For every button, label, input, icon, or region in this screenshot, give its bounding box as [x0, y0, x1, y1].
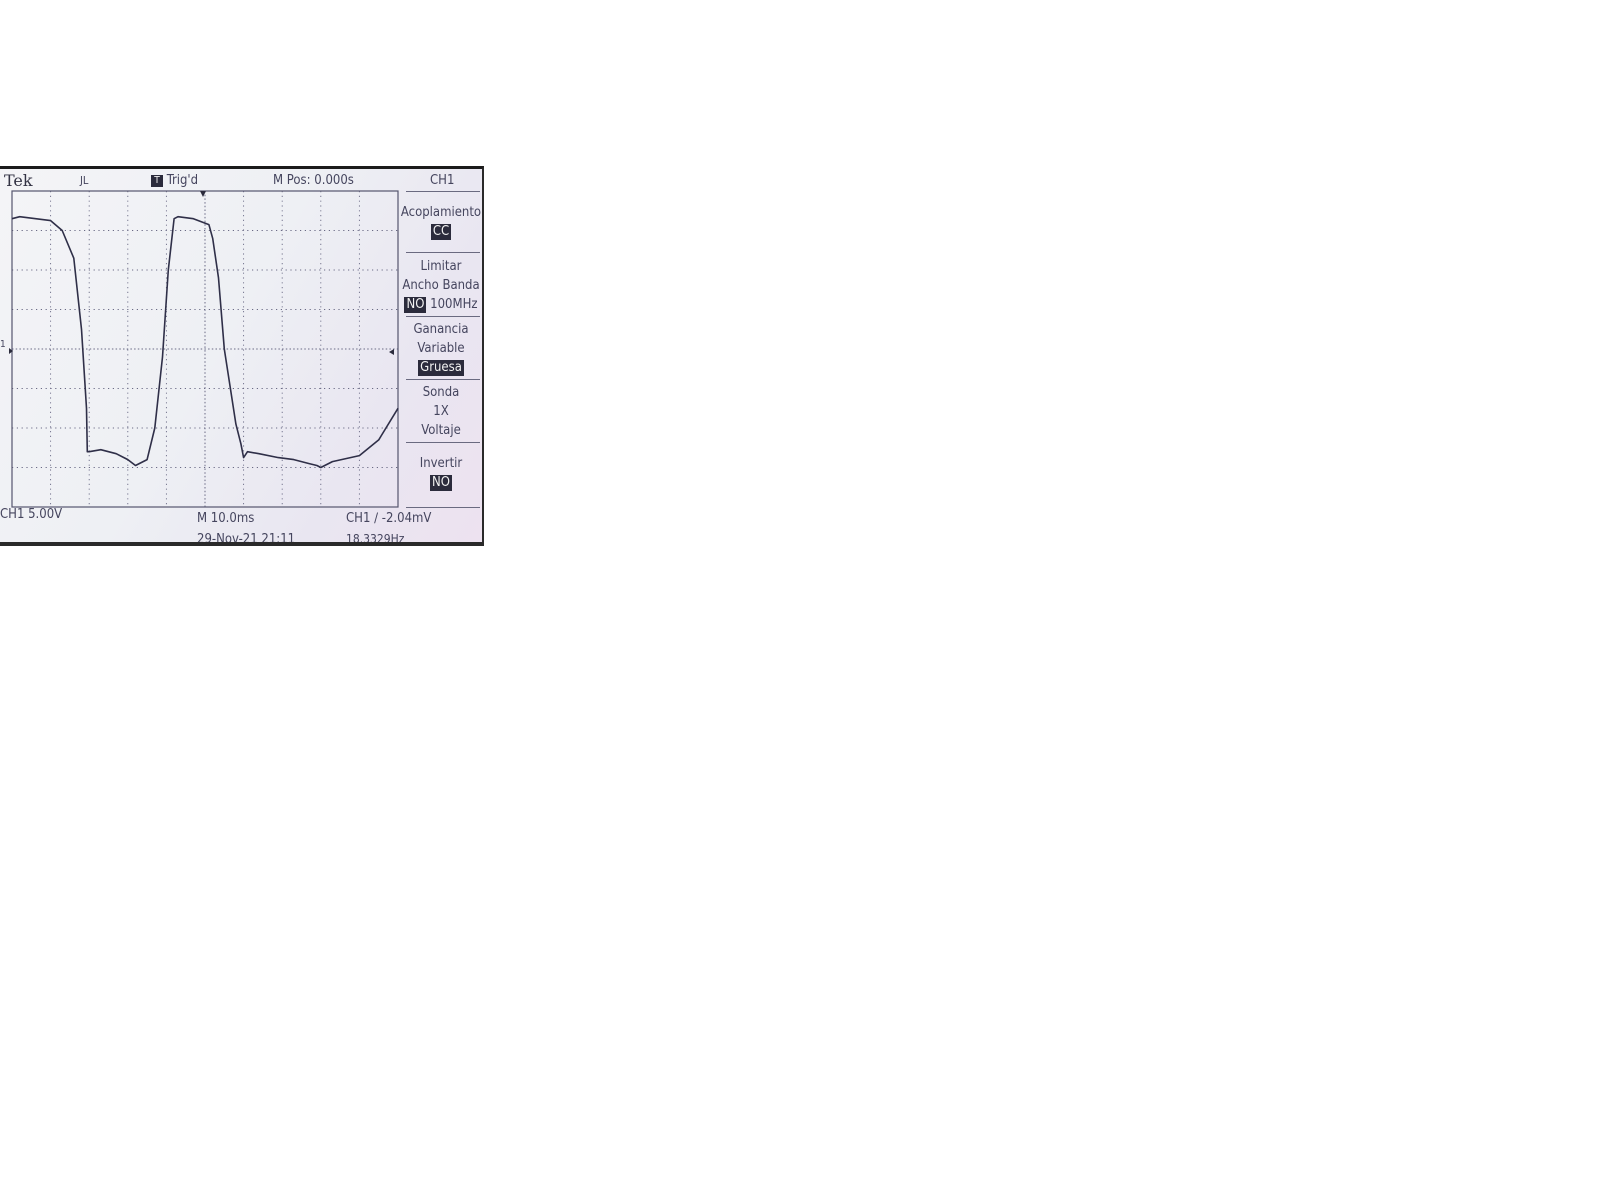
menu-bandwidth-button[interactable]: Limitar Ancho Banda NO 100MHz	[398, 257, 482, 314]
gain-value: Gruesa	[418, 360, 464, 376]
date-time-readout: 29-Nov-21 21:11	[197, 532, 296, 546]
probe-unit: Voltaje	[421, 423, 461, 438]
ground-marker-arrow	[9, 348, 13, 354]
bw-selected: NO	[404, 297, 427, 313]
ch1-scale-readout: CH1 5.00V	[0, 507, 63, 522]
menu-separator	[406, 252, 480, 253]
menu-probe-button[interactable]: Sonda 1X Voltaje	[398, 383, 482, 440]
ch1-waveform-trace	[11, 215, 399, 469]
frequency-readout: 18.3329Hz	[346, 532, 405, 546]
menu-separator	[406, 507, 480, 508]
menu-channel-title: CH1	[430, 173, 455, 188]
m-position: M Pos: 0.000s	[273, 173, 354, 188]
trigger-t-icon: T	[151, 175, 163, 187]
bw-other: 100MHz	[430, 297, 478, 312]
ground-marker-label: 1	[0, 339, 6, 350]
menu-invert-button[interactable]: Invertir NO	[398, 454, 482, 492]
probe-value: 1X	[433, 404, 449, 419]
trigger-position-marker	[200, 191, 206, 197]
trigger-level-marker	[389, 349, 394, 355]
trigger-info-readout: CH1 ∕ -2.04mV	[346, 511, 432, 526]
menu-gain-button[interactable]: Ganancia Variable Gruesa	[398, 320, 482, 377]
bw-label-line2: Ancho Banda	[402, 278, 480, 293]
scope-graticule-svg	[9, 190, 399, 508]
coupling-label: Acoplamiento	[400, 205, 482, 220]
gain-label-line1: Ganancia	[413, 322, 469, 337]
coupling-value: CC	[430, 224, 452, 240]
trigger-status-text: Trig'd	[166, 173, 199, 188]
menu-separator	[406, 442, 480, 443]
invert-label: Invertir	[419, 456, 463, 471]
bw-label-line1: Limitar	[420, 259, 462, 274]
oscilloscope-screen: Tek JL T Trig'd M Pos: 0.000s CH1 1 Acop…	[0, 166, 484, 546]
probe-label: Sonda	[422, 385, 460, 400]
run-indicator-icon: JL	[80, 174, 89, 187]
menu-coupling-button[interactable]: Acoplamiento CC	[398, 203, 482, 241]
timebase-readout: M 10.0ms	[197, 511, 255, 526]
graticule-grid	[12, 191, 398, 507]
gain-label-line2: Variable	[417, 341, 465, 356]
brand-logo: Tek	[4, 171, 33, 190]
menu-separator	[406, 379, 480, 380]
invert-value: NO	[430, 475, 452, 491]
menu-separator	[406, 316, 480, 317]
menu-separator	[406, 191, 480, 192]
trigger-status: T Trig'd	[151, 173, 198, 188]
